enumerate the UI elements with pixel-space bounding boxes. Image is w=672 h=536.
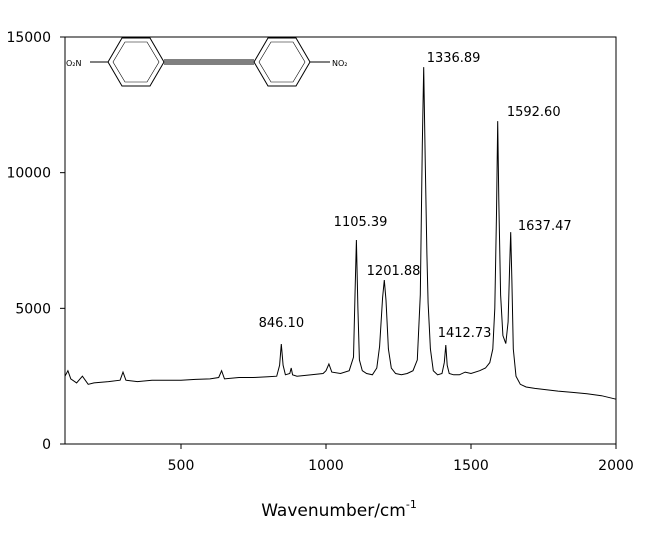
benzene-ring-inner: [112, 41, 160, 83]
y-tick-label: 10000: [6, 166, 51, 182]
peak-label: 1637.47: [518, 219, 572, 234]
peak-label: 1336.89: [427, 51, 481, 66]
x-tick-label: 1000: [308, 458, 344, 474]
peak-label: 1105.39: [334, 215, 388, 230]
x-tick-label: 2000: [598, 458, 634, 474]
peak-label: 1592.60: [507, 105, 561, 120]
x-axis-label-superscript: -1: [406, 498, 417, 511]
peak-label: 1201.88: [367, 264, 421, 279]
benzene-ring-inner: [258, 41, 306, 83]
y-tick-label: 15000: [6, 30, 51, 46]
group-label: NO₂: [332, 59, 348, 68]
x-axis-label-text: Wavenumber/cm: [261, 501, 406, 521]
plot-frame: [64, 36, 617, 445]
group-label: O₂N: [66, 59, 82, 68]
peak-label: 1412.73: [438, 326, 492, 341]
x-tick-label: 1500: [453, 458, 489, 474]
peak-label: 846.10: [259, 316, 305, 331]
x-axis-label: Wavenumber/cm-1: [261, 498, 417, 521]
y-tick-label: 5000: [15, 301, 51, 317]
y-tick-label: 0: [42, 437, 51, 453]
x-tick-label: 500: [168, 458, 195, 474]
spectrum-line: [64, 67, 617, 400]
molecule: [90, 37, 330, 87]
